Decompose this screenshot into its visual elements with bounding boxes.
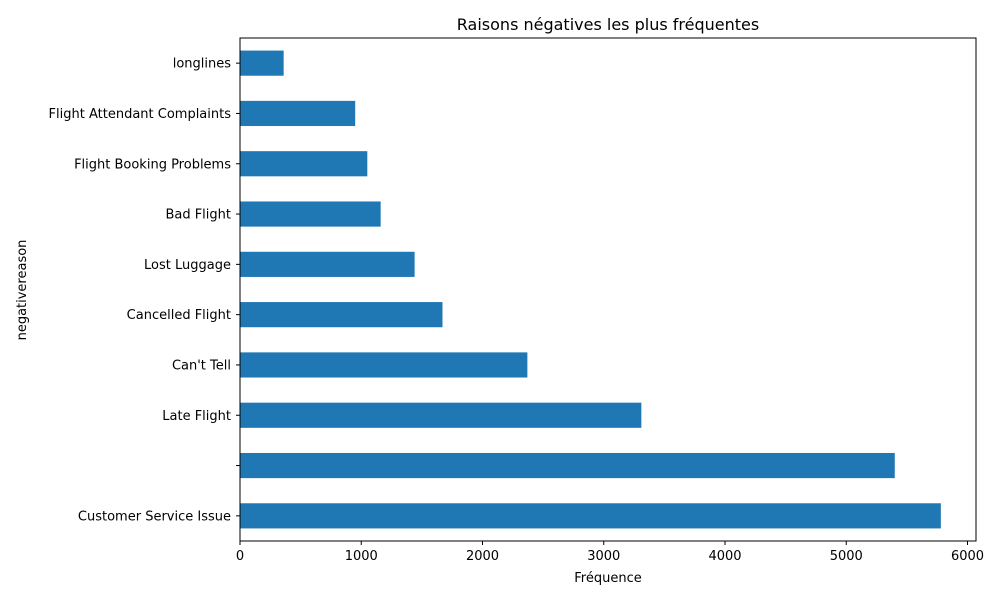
y-axis: Customer Service Issue Late Flight Can't T… [49, 57, 240, 524]
y-tick-label: Lost Luggage [144, 258, 231, 273]
bar [240, 151, 368, 177]
bar [240, 452, 895, 479]
x-tick-label: 4000 [708, 549, 741, 564]
plot-frame [239, 37, 977, 542]
bar [240, 201, 381, 227]
bar [240, 251, 415, 277]
y-tick-label: longlines [173, 57, 232, 72]
y-tick-label: Customer Service Issue [78, 509, 231, 524]
y-tick-label: Flight Attendant Complaints [49, 107, 232, 122]
x-tick-label: 3000 [587, 549, 620, 564]
x-tick-label: 1000 [345, 549, 378, 564]
bar [240, 402, 642, 428]
bar [240, 302, 443, 328]
bar [240, 100, 356, 127]
x-axis-label: Fréquence [574, 571, 641, 586]
x-tick-label: 5000 [830, 549, 863, 564]
y-tick-label: Bad Flight [165, 208, 231, 223]
x-tick-label: 0 [236, 549, 244, 564]
y-tick-label: Cancelled Flight [127, 308, 231, 323]
bars-layer [240, 50, 941, 529]
x-tick-label: 2000 [466, 549, 499, 564]
y-tick-label: Late Flight [162, 409, 231, 424]
chart-title: Raisons négatives les plus fréquentes [457, 15, 759, 34]
y-axis-label: negativereason [15, 240, 30, 341]
x-axis: 0 1000 2000 3000 4000 5000 6000 [236, 541, 984, 564]
y-tick-label: Flight Booking Problems [74, 157, 231, 172]
bar [240, 50, 284, 76]
bar [240, 503, 941, 529]
bar [240, 352, 528, 378]
y-tick-label: Can't Tell [172, 358, 231, 373]
x-tick-label: 6000 [951, 549, 984, 564]
